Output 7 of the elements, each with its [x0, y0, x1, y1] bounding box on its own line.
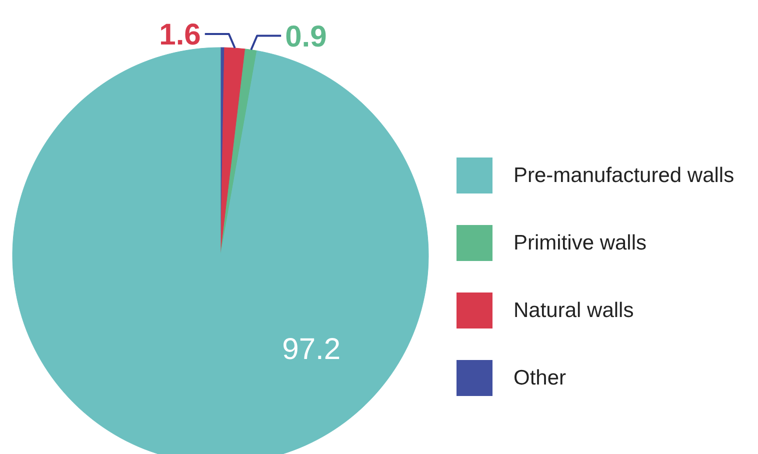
data-label: 1.6	[159, 18, 201, 52]
legend-label: Natural walls	[514, 299, 634, 322]
legend-label: Primitive walls	[514, 232, 647, 254]
data-label: 0.9	[285, 20, 327, 54]
legend-label: Pre-manufactured walls	[514, 164, 734, 187]
legend-label: Other	[514, 366, 566, 390]
data-label: 97.2	[282, 333, 341, 366]
